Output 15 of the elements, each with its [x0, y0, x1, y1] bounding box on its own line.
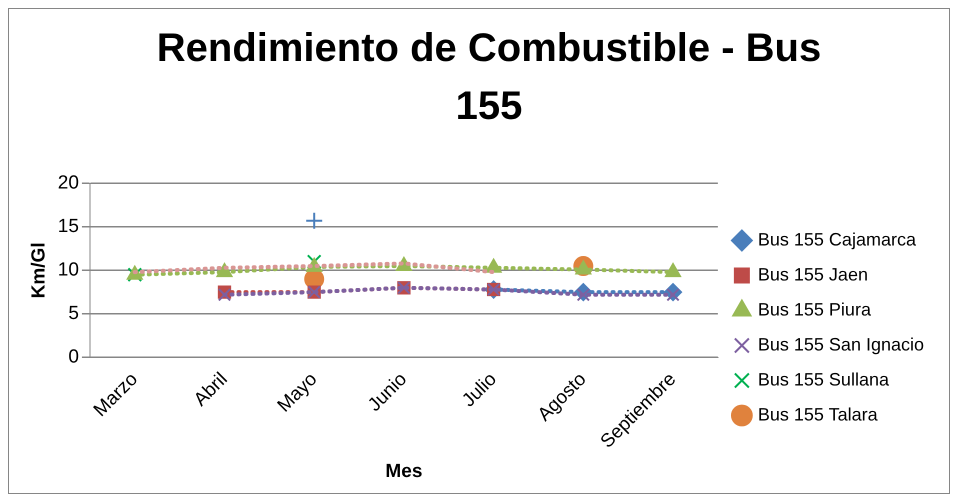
legend-label: Bus 155 Jaen	[758, 264, 868, 284]
y-tick-label: 15	[58, 216, 79, 238]
y-tick-label: 20	[58, 172, 79, 194]
x-tick-label: Julio	[458, 368, 501, 412]
legend-label: Bus 155 Piura	[758, 299, 872, 320]
x-axis-title: Mes	[385, 460, 422, 482]
y-axis-title: Km/Gl	[28, 242, 50, 298]
legend-label: Bus 155 Cajamarca	[758, 229, 917, 250]
legend-label: Bus 155 Sullana	[758, 369, 890, 390]
legend-label: Bus 155 San Ignacio	[758, 334, 924, 354]
legend-label: Bus 155 Talara	[758, 404, 879, 424]
y-tick-label: 0	[68, 346, 79, 368]
chart-title: Rendimiento de Combustible - Bus 155	[156, 25, 822, 130]
y-tick-label: 5	[68, 303, 79, 324]
y-tick-label: 10	[58, 260, 79, 281]
